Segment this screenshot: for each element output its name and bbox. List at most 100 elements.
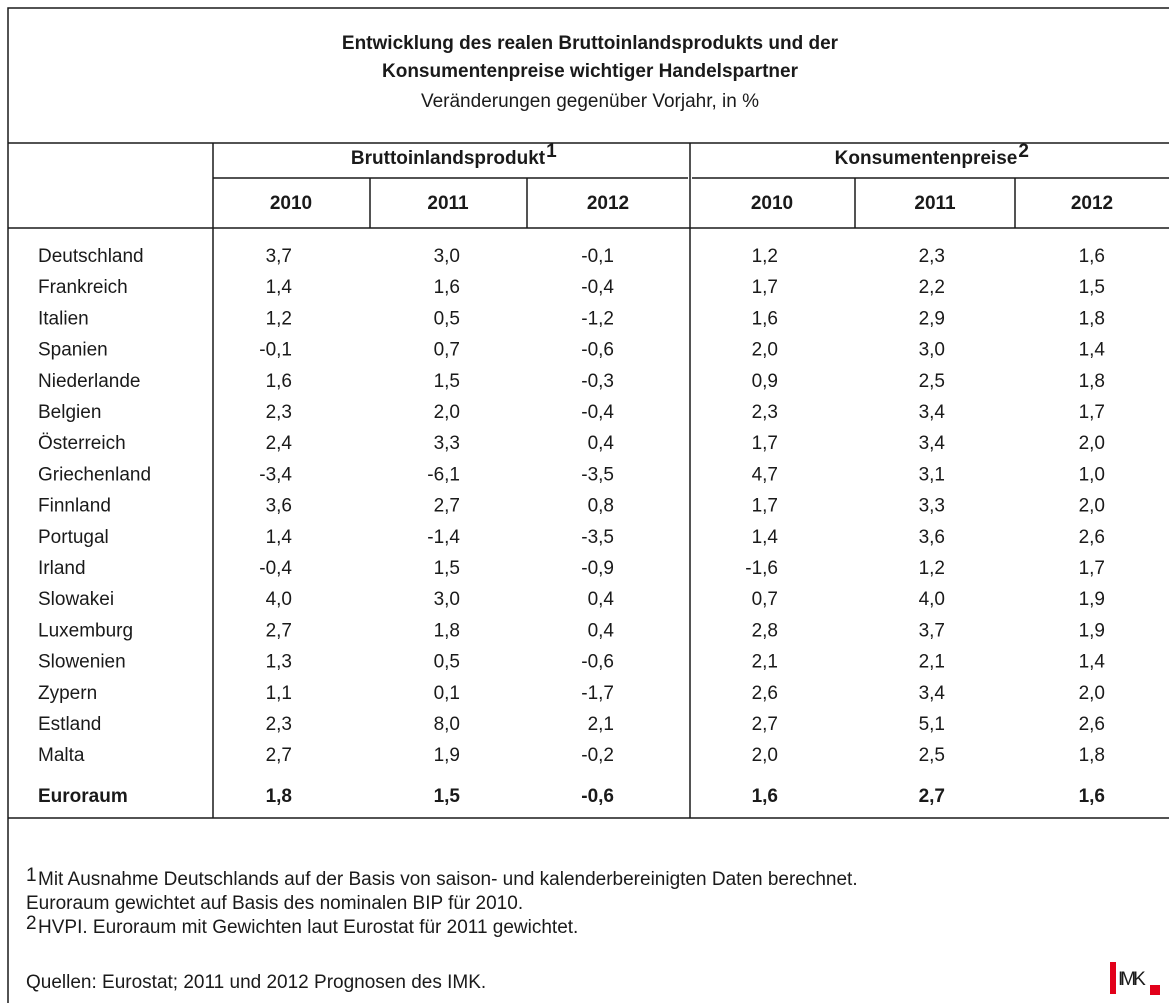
footnote-mark: 2 [1018,141,1029,162]
footnote: HVPI. Euroraum mit Gewichten laut Eurost… [38,917,578,938]
cell: 0,5 [434,652,460,673]
logo-mark [1110,962,1160,995]
cell: 1,4 [266,527,293,548]
cell: 3,0 [434,246,460,267]
cell: 2,2 [919,277,945,298]
cell: 1,4 [752,527,779,548]
cell: 1,5 [1079,277,1105,298]
cell: 3,4 [919,402,946,423]
cell: 2,7 [752,714,778,735]
cell: 2,0 [752,745,778,766]
cell: 1,6 [752,308,778,329]
cell: 2,7 [919,786,945,807]
cell: 3,3 [919,496,945,517]
row-label: Deutschland [38,246,144,267]
cell: -0,4 [581,277,614,298]
cell: 0,7 [752,589,778,610]
cell: 0,7 [434,340,460,361]
cell: -1,2 [581,308,614,329]
cell: 3,0 [919,340,945,361]
row-label: Finnland [38,496,111,517]
logo: IMK [1118,969,1146,990]
year-header: 2010 [270,193,312,214]
footnote-mark: 1 [26,865,37,886]
cell: 1,5 [434,786,461,807]
row-label: Griechenland [38,464,151,485]
cell: 0,4 [588,620,615,641]
cell: 1,5 [434,558,460,579]
cell: 1,6 [1079,246,1105,267]
cell: 4,0 [919,589,945,610]
cell: 1,8 [434,620,460,641]
cell: -0,1 [259,340,292,361]
cell: -1,7 [581,683,614,704]
cell: -3,5 [581,464,614,485]
cell: 1,8 [1079,308,1105,329]
cell: 1,2 [266,308,292,329]
year-header: 2011 [914,193,956,214]
cell: 2,0 [752,340,778,361]
cell: 2,5 [919,745,945,766]
cell: 2,8 [752,620,778,641]
cell: 2,6 [1079,714,1105,735]
year-header: 2010 [751,193,793,214]
cell: 1,3 [266,652,292,673]
cell: 1,9 [1079,589,1105,610]
cell: 3,7 [919,620,945,641]
cell: 2,1 [752,652,778,673]
cell: 3,6 [919,527,945,548]
cell: -6,1 [427,464,460,485]
cell: 1,8 [1079,745,1105,766]
cell: 1,8 [266,786,292,807]
cell: 2,1 [588,714,614,735]
cell: -0,4 [259,558,292,579]
cell: 1,7 [752,496,778,517]
cell: 2,0 [1079,683,1105,704]
cell: -0,3 [581,371,614,392]
cell: 1,0 [1079,464,1105,485]
cell: 1,2 [752,246,778,267]
cell: 3,7 [266,246,292,267]
row-label: Luxemburg [38,620,133,641]
cell: 5,1 [919,714,945,735]
cell: 4,7 [752,464,778,485]
cell: 2,7 [266,620,292,641]
cell: 1,8 [1079,371,1105,392]
cell: 0,5 [434,308,460,329]
cell: 2,0 [1079,433,1105,454]
row-label: Österreich [38,433,126,454]
row-label: Slowenien [38,652,126,673]
cell: 1,4 [1079,652,1106,673]
row-label: Niederlande [38,371,140,392]
cell: 1,9 [434,745,460,766]
cell: 3,3 [434,433,460,454]
group-header: Konsumentenpreise [835,148,1018,169]
cell: 3,1 [919,464,945,485]
cell: 1,4 [1079,340,1106,361]
cell: -3,5 [581,527,614,548]
cell: 1,6 [266,371,292,392]
cell: 2,6 [752,683,778,704]
cell: 0,8 [588,496,614,517]
cell: -3,4 [259,464,292,485]
row-label: Estland [38,714,101,735]
cell: 2,3 [752,402,778,423]
cell: 1,2 [919,558,945,579]
cell: 1,7 [1079,402,1105,423]
group-header: Bruttoinlandsprodukt [351,148,546,169]
cell: 1,4 [266,277,293,298]
cell: 1,5 [434,371,460,392]
cell: 2,7 [434,496,460,517]
cell: 8,0 [434,714,460,735]
cell: 3,0 [434,589,460,610]
cell: 0,9 [752,371,778,392]
cell: -0,9 [581,558,614,579]
footnote-mark: 1 [546,141,557,162]
cell: 1,6 [1079,786,1105,807]
footnote-mark: 2 [26,913,37,934]
year-header: 2012 [1071,193,1113,214]
footnote: Euroraum gewichtet auf Basis des nominal… [26,893,523,914]
cell: -0,1 [581,246,614,267]
